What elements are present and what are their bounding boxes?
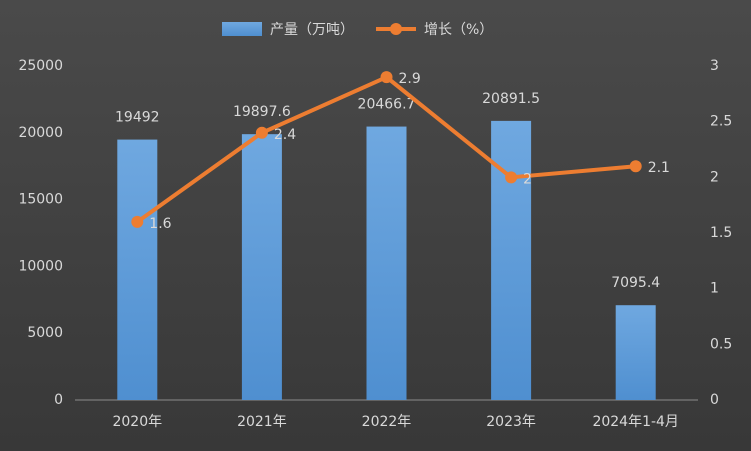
bar-value-label: 20891.5 [482, 91, 540, 107]
y-tick-label: 5000 [27, 325, 63, 341]
legend-label: 产量（万吨） [270, 22, 354, 38]
x-tick-label: 2020年 [112, 414, 162, 430]
y-tick-label: 10000 [18, 258, 63, 274]
x-tick-label: 2023年 [486, 414, 536, 430]
x-tick-label: 2021年 [237, 414, 287, 430]
y-tick-label: 25000 [18, 58, 63, 74]
legend-swatch [390, 23, 402, 35]
bar [117, 139, 158, 400]
line-value-label: 2.4 [274, 127, 296, 143]
y2-tick-label: 3 [710, 58, 719, 74]
bar [615, 305, 656, 400]
legend-label: 增长（%） [424, 22, 493, 38]
y2-tick-label: 2 [710, 169, 719, 185]
line-value-label: 2.9 [399, 71, 421, 87]
y2-tick-label: 2.5 [710, 114, 732, 130]
line-value-label: 2 [523, 171, 532, 187]
y2-tick-label: 0 [710, 392, 719, 408]
x-tick-label: 2022年 [362, 414, 412, 430]
bar [241, 134, 282, 400]
y-tick-label: 0 [54, 392, 63, 408]
line-point [380, 71, 393, 84]
line-point [629, 160, 642, 173]
bar-value-label: 20466.7 [358, 97, 416, 113]
y-tick-label: 20000 [18, 125, 63, 141]
bar-value-label: 19897.6 [233, 104, 291, 120]
bar-value-label: 19492 [115, 110, 160, 126]
y-tick-label: 15000 [18, 192, 63, 208]
line-point [131, 215, 144, 228]
x-tick-label: 2024年1-4月 [592, 414, 679, 430]
bar-value-label: 7095.4 [611, 275, 660, 291]
legend-swatch [222, 22, 262, 36]
y2-tick-label: 1 [710, 281, 719, 297]
y2-tick-label: 0.5 [710, 336, 732, 352]
line-point [255, 126, 268, 139]
bar [491, 120, 532, 400]
line-point [505, 171, 518, 184]
y2-tick-label: 1.5 [710, 225, 732, 241]
bar [366, 126, 407, 401]
line-value-label: 2.1 [648, 160, 670, 176]
line-value-label: 1.6 [149, 216, 171, 232]
